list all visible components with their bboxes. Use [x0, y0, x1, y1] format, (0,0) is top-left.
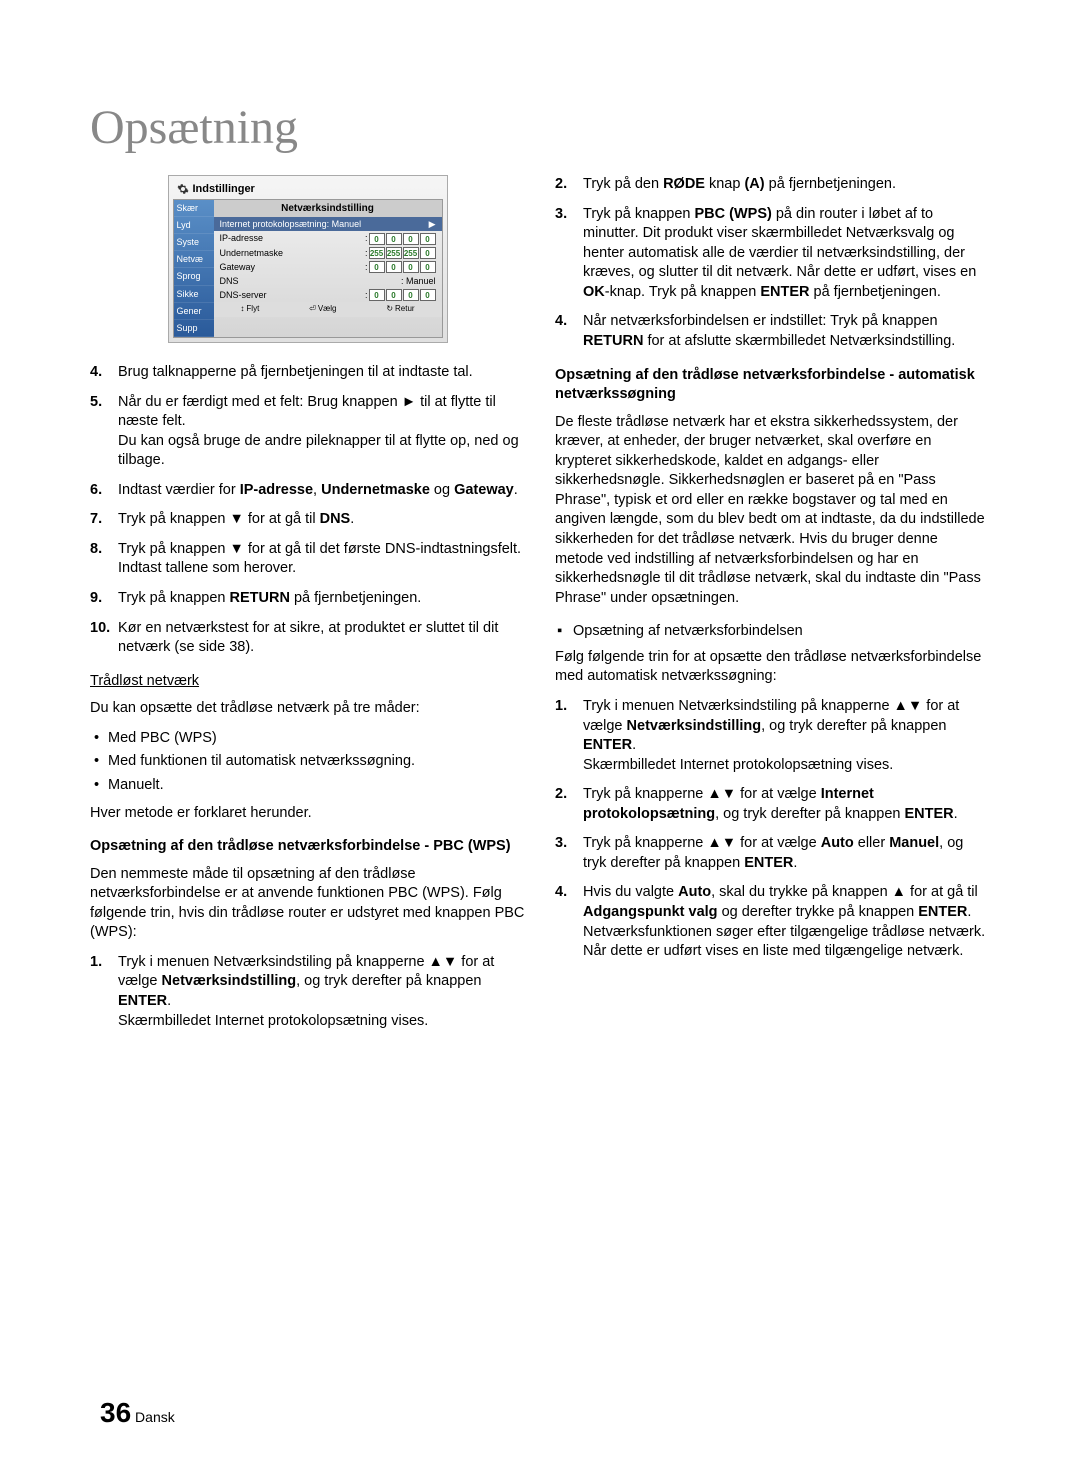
setting-label: Gateway — [220, 261, 365, 273]
arrow-right-icon: ▶ — [429, 218, 436, 230]
sidebar-item: Netvæ — [174, 251, 214, 268]
ip-octet: 0 — [386, 261, 402, 273]
ip-octet: 255 — [403, 247, 419, 259]
instruction-list-1: Brug talknapperne på fjernbetjeningen ti… — [90, 363, 525, 658]
bb-icon: ↕ — [240, 304, 244, 315]
sidebar-item: Sprog — [174, 268, 214, 285]
wireless-methods-list: Med PBC (WPS) Med funktionen til automati… — [90, 729, 525, 796]
list-item: Når netværksforbindelsen er indstillet: … — [555, 312, 990, 351]
ip-octet: 0 — [403, 261, 419, 273]
ip-octet: 0 — [420, 289, 436, 301]
settings-main-panel: Netværksindstilling Internet protokolops… — [214, 200, 442, 337]
setting-row: DNS: Manuel — [214, 274, 442, 288]
setting-row: Internet protokolopsætning: Manuel ▶ — [214, 217, 442, 231]
ip-octet: 0 — [403, 289, 419, 301]
ip-octet: 0 — [386, 289, 402, 301]
settings-screenshot: Indstillinger SkærLydSysteNetvæSprogSikk… — [168, 175, 448, 343]
sidebar-item: Syste — [174, 234, 214, 251]
list-item: Kør en netværkstest for at sikre, at pro… — [90, 619, 525, 658]
settings-header-label: Indstillinger — [193, 182, 255, 197]
setup-subheading: Opsætning af netværksforbindelsen — [555, 622, 990, 642]
bottom-bar-item: ↻ Retur — [386, 304, 414, 315]
settings-header: Indstillinger — [173, 180, 443, 199]
auto-paragraph: De fleste trådløse netværk har et ekstra… — [555, 413, 990, 609]
ip-octet: 0 — [369, 261, 385, 273]
wireless-intro: Du kan opsætte det trådløse netværk på t… — [90, 699, 525, 719]
list-item: Når du er færdigt med et felt: Brug knap… — [90, 393, 525, 471]
gear-icon — [177, 183, 189, 195]
list-item: Manuelt. — [90, 776, 525, 796]
ip-octet: 0 — [420, 261, 436, 273]
ip-value: :2552552550 — [365, 247, 436, 259]
sidebar-item: Skær — [174, 200, 214, 217]
setting-label: IP-adresse — [220, 232, 365, 244]
list-item: Indtast værdier for IP-adresse, Undernet… — [90, 481, 525, 501]
sidebar-item: Gener — [174, 303, 214, 320]
ip-value: :0000 — [365, 289, 436, 301]
ip-octet: 0 — [420, 233, 436, 245]
page-lang: Dansk — [135, 1409, 175, 1425]
setting-row: Undernetmaske:2552552550 — [214, 246, 442, 260]
list-item: Tryk på den RØDE knap (A) på fjernbetjen… — [555, 175, 990, 195]
page-footer: 36 Dansk — [100, 1397, 175, 1429]
ip-octet: 255 — [386, 247, 402, 259]
list-item: Brug talknapperne på fjernbetjeningen ti… — [90, 363, 525, 383]
sidebar-item: Lyd — [174, 217, 214, 234]
list-item: Tryk på knappen PBC (WPS) på din router … — [555, 205, 990, 303]
setting-label: DNS-server — [220, 289, 365, 301]
sidebar-item: Supp — [174, 320, 214, 337]
list-item: Med funktionen til automatisk netværkssø… — [90, 752, 525, 772]
settings-sidebar: SkærLydSysteNetvæSprogSikkeGenerSupp — [174, 200, 214, 337]
list-item: Tryk i menuen Netværksindstiling på knap… — [555, 697, 990, 775]
list-item: Med PBC (WPS) — [90, 729, 525, 749]
list-item: Tryk på knappen ▼ for at gå til det førs… — [90, 540, 525, 579]
setting-row: IP-adresse:0000 — [214, 231, 442, 245]
bb-icon: ⏎ — [309, 304, 316, 315]
setting-row: Gateway:0000 — [214, 260, 442, 274]
auto-heading: Opsætning af den trådløse netværksforbin… — [555, 366, 990, 405]
right-column: Tryk på den RØDE knap (A) på fjernbetjen… — [555, 175, 990, 1041]
bottom-bar-item: ↕ Flyt — [240, 304, 259, 315]
ip-octet: 0 — [369, 289, 385, 301]
ip-octet: 0 — [386, 233, 402, 245]
setting-label: Internet protokolopsætning: Manuel — [220, 218, 425, 230]
list-item: Hvis du valgte Auto, skal du trykke på k… — [555, 883, 990, 961]
ip-octet: 0 — [403, 233, 419, 245]
pbc-heading: Opsætning af den trådløse netværksforbin… — [90, 837, 525, 857]
ip-value: :0000 — [365, 232, 436, 244]
bb-icon: ↻ — [386, 304, 393, 315]
list-item: Tryk i menuen Netværksindstiling på knap… — [90, 953, 525, 1031]
ip-value: :0000 — [365, 261, 436, 273]
setting-label: DNS — [220, 275, 401, 287]
list-item: Tryk på knappen ▼ for at gå til DNS. — [90, 510, 525, 530]
left-column: Indstillinger SkærLydSysteNetvæSprogSikk… — [90, 175, 525, 1041]
pbc-intro: Den nemmeste måde til opsætning af den t… — [90, 865, 525, 943]
setting-row: DNS-server:0000 — [214, 288, 442, 302]
ip-octet: 0 — [369, 233, 385, 245]
list-item: Tryk på knapperne ▲▼ for at vælge Auto e… — [555, 834, 990, 873]
bottom-bar-item: ⏎ Vælg — [309, 304, 336, 315]
wireless-heading: Trådløst netværk — [90, 672, 525, 692]
ip-octet: 255 — [369, 247, 385, 259]
setup-intro: Følg følgende trin for at opsætte den tr… — [555, 648, 990, 687]
setting-label: Undernetmaske — [220, 247, 365, 259]
setting-value: : Manuel — [401, 275, 436, 287]
ip-octet: 0 — [420, 247, 436, 259]
wireless-note: Hver metode er forklaret herunder. — [90, 804, 525, 824]
sidebar-item: Sikke — [174, 286, 214, 303]
page-title: Opsætning — [90, 100, 990, 155]
list-item: Tryk på knapperne ▲▼ for at vælge Intern… — [555, 785, 990, 824]
setup-steps-list: Tryk i menuen Netværksindstiling på knap… — [555, 697, 990, 962]
list-item: Tryk på knappen RETURN på fjernbetjening… — [90, 589, 525, 609]
panel-title: Netværksindstilling — [214, 200, 442, 218]
page-number: 36 — [100, 1397, 131, 1428]
pbc-steps-list: Tryk i menuen Netværksindstiling på knap… — [90, 953, 525, 1031]
pbc-continued-list: Tryk på den RØDE knap (A) på fjernbetjen… — [555, 175, 990, 352]
settings-bottom-bar: ↕ Flyt ⏎ Vælg ↻ Retur — [214, 302, 442, 317]
